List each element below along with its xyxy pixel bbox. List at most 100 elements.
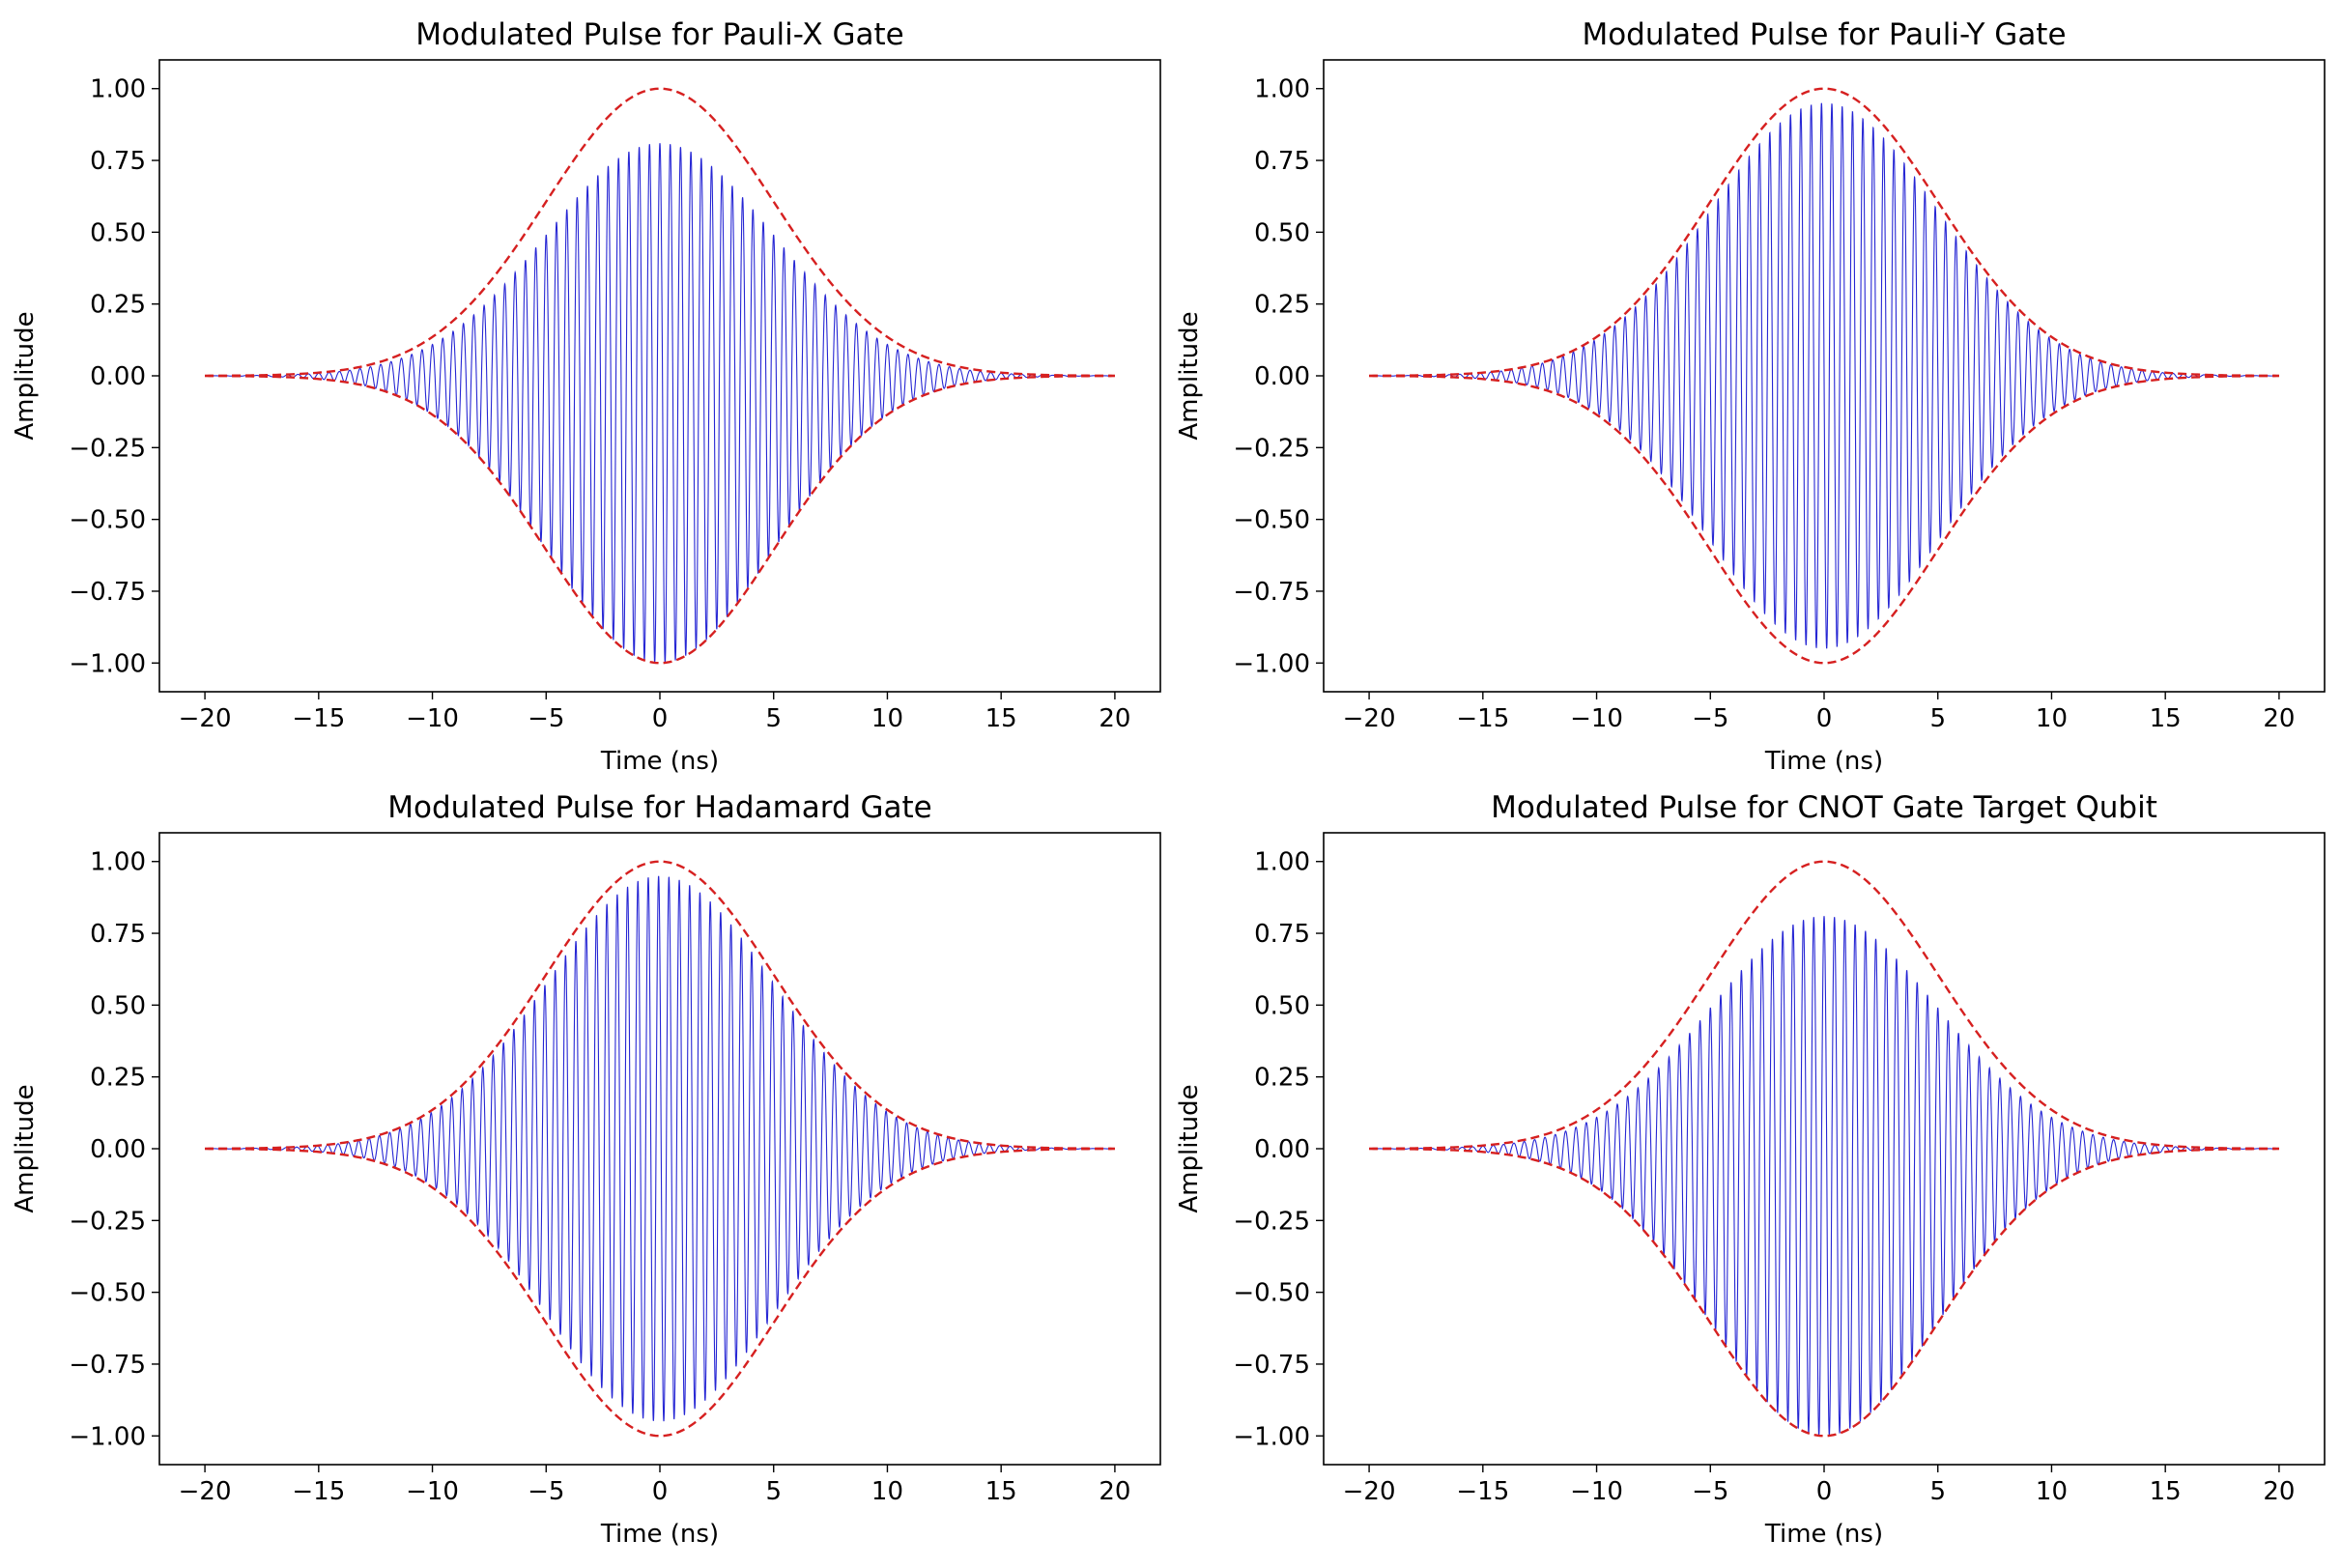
y-tick-label: 0.75 <box>1254 920 1310 949</box>
x-tick-label: 5 <box>1929 1477 1946 1506</box>
x-tick-label: −15 <box>1456 704 1509 733</box>
x-tick-label: −20 <box>179 704 232 733</box>
signal-line <box>1369 102 2279 649</box>
y-tick-label: 0.50 <box>1254 991 1310 1020</box>
y-axis-label: Amplitude <box>11 311 40 440</box>
y-tick-label: −0.75 <box>1233 578 1310 607</box>
y-axis-label: Amplitude <box>1175 311 1204 440</box>
x-tick-label: 20 <box>2263 1477 2295 1506</box>
y-tick-label: 0.00 <box>1254 1135 1310 1164</box>
x-axis-label: Time (ns) <box>600 1520 719 1549</box>
envelope-lower-line <box>205 374 1115 665</box>
y-tick-label: 1.00 <box>90 848 146 877</box>
x-tick-label: −5 <box>1692 1477 1728 1506</box>
envelope-upper-line <box>1369 87 2279 378</box>
x-tick-label: −10 <box>1570 1477 1623 1506</box>
y-tick-label: −0.50 <box>1233 506 1310 535</box>
x-tick-label: 10 <box>871 704 903 733</box>
x-tick-label: 0 <box>652 1477 669 1506</box>
subplot-1: −20 −15 −10 −5 0 5 10 15 20 1.00 0.75 0.50 0.25 0.00 −… <box>11 17 1161 776</box>
y-tick-label: 0.75 <box>1254 147 1310 176</box>
y-tick-label: 0.75 <box>90 920 146 949</box>
signal-line <box>205 143 1115 664</box>
x-tick-label: 15 <box>985 704 1017 733</box>
chart-title: Modulated Pulse for CNOT Gate Target Qub… <box>1491 790 2157 825</box>
envelope-lower-line <box>1369 1147 2279 1438</box>
x-tick-label: −10 <box>406 704 459 733</box>
y-tick-label: 1.00 <box>90 75 146 104</box>
y-tick-label: −0.50 <box>1233 1279 1310 1308</box>
subplot-3: −20 −15 −10 −5 0 5 10 15 20 1.00 0.75 0.50 0.25 0.00 −… <box>11 790 1161 1549</box>
y-tick-label: 0.50 <box>90 218 146 247</box>
y-tick-label: −0.25 <box>69 434 146 463</box>
plot-area <box>1369 860 2279 1438</box>
y-tick-label: −0.75 <box>69 1351 146 1380</box>
y-axis-label: Amplitude <box>11 1084 40 1212</box>
x-tick-label: −5 <box>528 704 564 733</box>
y-tick-label: 0.50 <box>90 991 146 1020</box>
x-tick-label: 15 <box>2150 704 2182 733</box>
y-tick-label: −0.25 <box>1233 1207 1310 1236</box>
x-tick-label: 15 <box>985 1477 1017 1506</box>
x-tick-label: 20 <box>1099 1477 1130 1506</box>
y-tick-label: 0.25 <box>90 1064 146 1093</box>
x-tick-label: −5 <box>1692 704 1728 733</box>
y-tick-label: −0.25 <box>1233 434 1310 463</box>
subplot-grid: −20 −15 −10 −5 0 5 10 15 20 1.00 0.75 0.50 0.25 0.00 −… <box>11 17 2326 1549</box>
envelope-upper-line <box>205 87 1115 378</box>
x-tick-label: 0 <box>652 704 669 733</box>
x-tick-label: 0 <box>1816 1477 1833 1506</box>
x-tick-label: 10 <box>2036 1477 2068 1506</box>
y-tick-label: 0.00 <box>90 1135 146 1164</box>
subplot-4: −20 −15 −10 −5 0 5 10 15 20 1.00 0.75 0.50 0.25 0.00 −… <box>1175 790 2326 1549</box>
x-tick-label: −20 <box>1343 1477 1396 1506</box>
y-tick-label: −0.50 <box>69 1279 146 1308</box>
x-tick-label: 10 <box>871 1477 903 1506</box>
x-tick-label: −15 <box>1456 1477 1509 1506</box>
x-tick-label: −15 <box>292 704 345 733</box>
x-tick-label: 20 <box>2263 704 2295 733</box>
x-tick-label: 5 <box>765 704 782 733</box>
x-axis-label: Time (ns) <box>1764 1520 1883 1549</box>
x-tick-label: 20 <box>1099 704 1130 733</box>
x-tick-label: −10 <box>1570 704 1623 733</box>
y-tick-label: −1.00 <box>69 1422 146 1451</box>
y-tick-label: 1.00 <box>1254 848 1310 877</box>
x-tick-label: 0 <box>1816 704 1833 733</box>
y-axis-label: Amplitude <box>1175 1084 1204 1212</box>
x-tick-label: 5 <box>765 1477 782 1506</box>
y-tick-label: 0.00 <box>90 362 146 391</box>
x-tick-label: −15 <box>292 1477 345 1506</box>
plot-area <box>205 87 1115 665</box>
chart-title: Modulated Pulse for Hadamard Gate <box>387 790 932 825</box>
envelope-upper-line <box>1369 860 2279 1151</box>
x-tick-label: 5 <box>1929 704 1946 733</box>
x-axis-label: Time (ns) <box>1764 747 1883 776</box>
envelope-lower-line <box>205 1147 1115 1438</box>
y-tick-label: −1.00 <box>69 649 146 678</box>
signal-line <box>1369 916 2279 1437</box>
y-tick-label: 0.75 <box>90 147 146 176</box>
y-tick-label: 1.00 <box>1254 75 1310 104</box>
plot-area <box>1369 87 2279 665</box>
envelope-lower-line <box>1369 374 2279 665</box>
x-tick-label: −10 <box>406 1477 459 1506</box>
x-tick-label: −5 <box>528 1477 564 1506</box>
y-tick-label: −1.00 <box>1233 1422 1310 1451</box>
subplot-2: −20 −15 −10 −5 0 5 10 15 20 1.00 0.75 0.50 0.25 0.00 −… <box>1175 17 2326 776</box>
y-tick-label: 0.50 <box>1254 218 1310 247</box>
y-tick-label: 0.00 <box>1254 362 1310 391</box>
y-tick-label: −0.50 <box>69 506 146 535</box>
x-tick-label: 10 <box>2036 704 2068 733</box>
y-tick-label: 0.25 <box>1254 291 1310 320</box>
chart-title: Modulated Pulse for Pauli-X Gate <box>415 17 904 52</box>
y-tick-label: −0.75 <box>1233 1351 1310 1380</box>
x-tick-label: −20 <box>1343 704 1396 733</box>
y-tick-label: −1.00 <box>1233 649 1310 678</box>
plot-area <box>205 860 1115 1438</box>
envelope-upper-line <box>205 860 1115 1151</box>
y-tick-label: 0.25 <box>90 291 146 320</box>
y-tick-label: −0.25 <box>69 1207 146 1236</box>
chart-title: Modulated Pulse for Pauli-Y Gate <box>1582 17 2066 52</box>
